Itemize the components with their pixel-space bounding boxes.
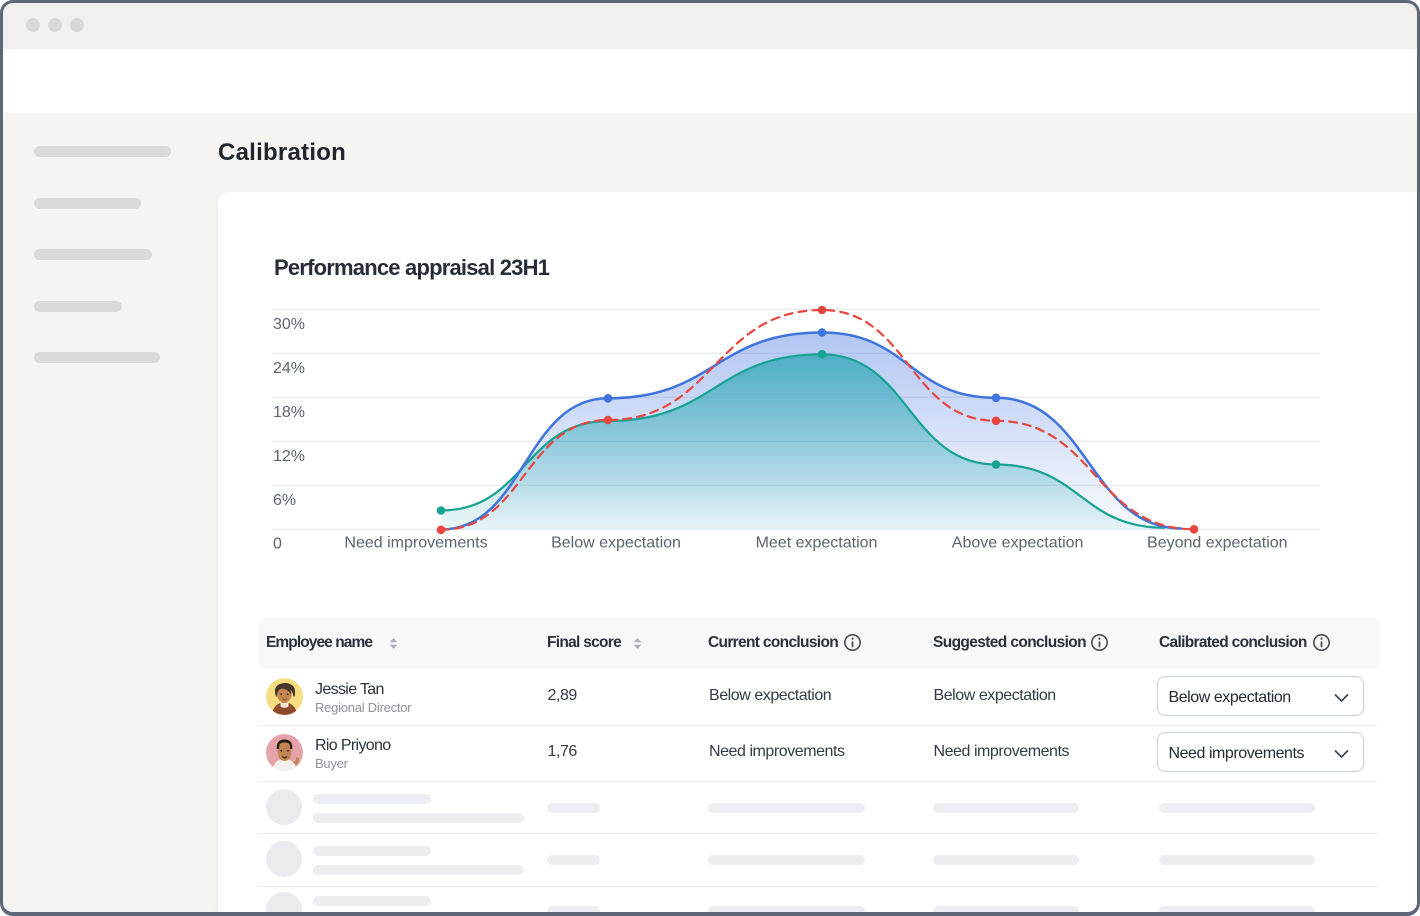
svg-text:Meet expectation: Meet expectation	[756, 535, 878, 552]
svg-text:Below expectation: Below expectation	[551, 535, 681, 552]
svg-text:Need improvements: Need improvements	[344, 535, 487, 552]
svg-text:24%: 24%	[273, 360, 305, 377]
svg-text:6%: 6%	[273, 492, 296, 509]
svg-text:0: 0	[273, 536, 282, 553]
svg-text:Beyond expectation: Beyond expectation	[1147, 535, 1288, 552]
svg-text:30%: 30%	[273, 316, 305, 333]
svg-text:18%: 18%	[273, 404, 305, 421]
svg-text:Above expectation: Above expectation	[952, 535, 1084, 552]
svg-text:12%: 12%	[273, 448, 305, 465]
